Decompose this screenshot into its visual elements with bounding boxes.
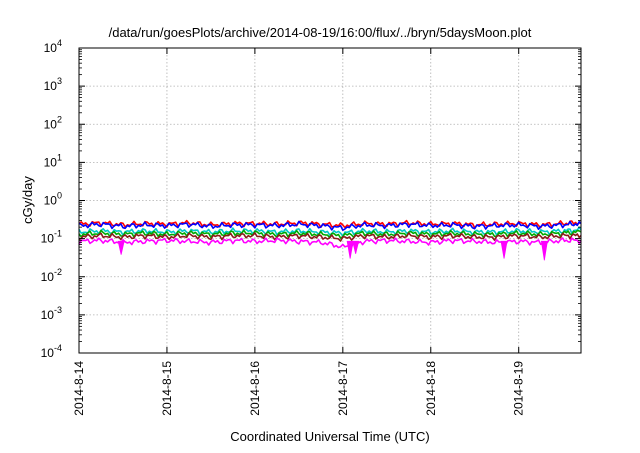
- dip-spike: [540, 240, 548, 261]
- x-axis-label: Coordinated Universal Time (UTC): [230, 429, 429, 444]
- series-line: [78, 237, 582, 249]
- series-line: [78, 219, 582, 229]
- x-tick-label: 2014-8-17: [336, 361, 350, 416]
- chart-title: /data/run/goesPlots/archive/2014-08-19/1…: [109, 25, 532, 40]
- dip-spike: [346, 240, 354, 259]
- plot-frame: [78, 47, 582, 354]
- y-axis-label: cGy/day: [20, 176, 35, 224]
- dip-spike: [500, 240, 508, 259]
- x-tick-label: 2014-8-14: [72, 361, 86, 416]
- dip-spike: [117, 240, 125, 255]
- y-tick-label: 103: [44, 76, 62, 93]
- grid-lines: [79, 48, 581, 353]
- y-tick-label: 104: [44, 38, 62, 55]
- series-line: [78, 229, 582, 239]
- y-tick-label: 101: [44, 152, 62, 169]
- dip-spike: [352, 240, 360, 254]
- series-group: [78, 219, 582, 261]
- y-tick-label: 10-1: [41, 229, 62, 246]
- y-tick-label: 10-3: [41, 305, 62, 322]
- y-tick-label: 102: [44, 114, 62, 131]
- y-tick-label: 10-2: [41, 267, 62, 284]
- series-line: [78, 232, 582, 242]
- y-tick-label: 100: [44, 191, 62, 208]
- series-line: [78, 220, 582, 231]
- x-tick-label: 2014-8-16: [248, 361, 262, 416]
- y-tick-label: 10-4: [41, 343, 62, 360]
- x-tick-label: 2014-8-18: [424, 361, 438, 416]
- axes: 10-4 10-3 10-2 10-1 100 101 102 103 104 2014-8-14…: [41, 38, 581, 416]
- x-tick-label: 2014-8-19: [512, 361, 526, 416]
- x-tick-label: 2014-8-15: [160, 361, 174, 416]
